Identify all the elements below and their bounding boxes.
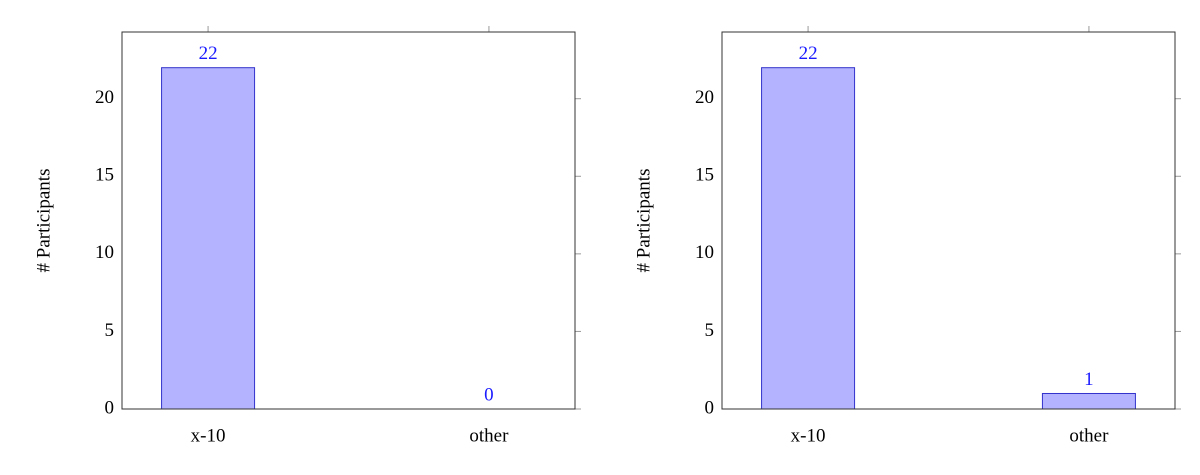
x-tick-label: x-10 — [791, 425, 826, 446]
plot-frame — [121, 31, 576, 410]
y-tick-label: 20 — [95, 87, 114, 108]
value-label: 0 — [484, 384, 494, 405]
y-axis-label: # Participants — [33, 169, 54, 273]
y-tick-label: 5 — [105, 320, 115, 341]
x-tick-label: x-10 — [191, 425, 226, 446]
chart: 22 x-10 0 other 0 5 10 15 20 # Participants — [33, 26, 581, 446]
y-tick-label: 0 — [105, 397, 115, 418]
y-axis-label: # Participants — [633, 169, 654, 273]
plot-frame — [721, 31, 1176, 410]
y-tick-label: 5 — [705, 320, 715, 341]
y-tick-label: 0 — [705, 397, 715, 418]
bar — [761, 67, 856, 410]
value-label: 1 — [1084, 369, 1094, 390]
x-tick-label: other — [469, 425, 509, 446]
y-tick-label: 10 — [695, 242, 714, 263]
chart: 22 x-10 1 other 0 5 10 15 20 # Participants — [633, 26, 1181, 446]
bar — [1041, 392, 1136, 410]
y-tick-label: 20 — [695, 87, 714, 108]
y-tick-label: 15 — [95, 165, 114, 186]
y-tick-label: 10 — [95, 242, 114, 263]
value-label: 22 — [199, 43, 218, 64]
bar — [161, 67, 256, 410]
value-label: 22 — [799, 43, 818, 64]
x-tick-label: other — [1069, 425, 1109, 446]
y-tick-label: 15 — [695, 165, 714, 186]
